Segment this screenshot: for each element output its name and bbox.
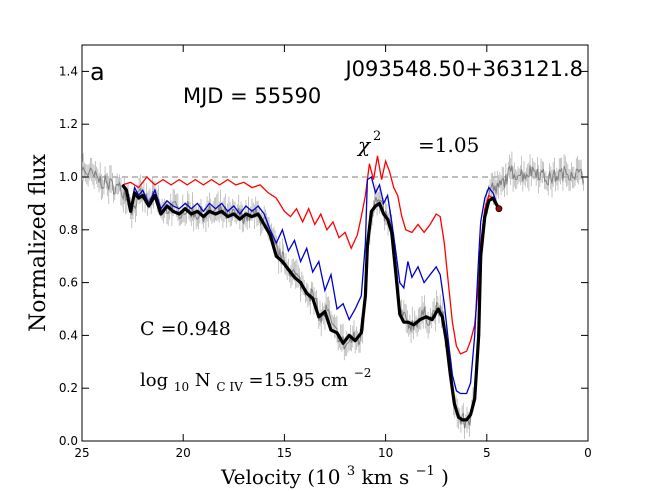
coverage-label: C =0.948	[140, 318, 231, 340]
cd-n-subscript: C IV	[216, 380, 243, 394]
chi2-value: =1.05	[418, 133, 479, 157]
black-fit-line	[121, 183, 501, 422]
blue-model-line	[121, 175, 500, 395]
fit-endpoint-marker	[495, 205, 503, 213]
y-tick-label: 0.4	[59, 328, 78, 342]
cd-log-subscript: 10	[174, 380, 189, 394]
xlabel-main: Velocity (10	[220, 465, 340, 489]
cd-exponent: −2	[354, 366, 372, 380]
x-tick-label: 5	[483, 446, 491, 460]
tick-layer: 25 20 15 10 5 0 0.0 0.2 0.4 0.6 0.8 1.0 1.2 1.4	[59, 45, 592, 460]
x-tick-label: 20	[176, 446, 191, 460]
object-name: J093548.50+363121.8	[343, 57, 583, 81]
x-tick-label: 0	[584, 446, 592, 460]
series-layer	[82, 151, 584, 439]
observed-errorbars	[82, 151, 584, 439]
xlabel-exp2: −1	[416, 464, 435, 479]
y-tick-label: 0.6	[59, 276, 78, 290]
y-axis-label: Normalized flux	[26, 153, 51, 332]
mjd-label: MJD = 55590	[183, 84, 321, 108]
panel-label: a	[90, 58, 105, 86]
cd-n: N	[195, 370, 211, 391]
x-tick-label: 25	[74, 446, 89, 460]
y-tick-label: 1.2	[59, 117, 78, 131]
xlabel-middle: km s	[362, 465, 410, 489]
plot-frame	[81, 44, 589, 442]
cd-value: =15.95 cm	[249, 370, 348, 391]
red-model-line	[122, 155, 500, 355]
y-tick-label: 1.4	[59, 64, 78, 78]
xlabel-exp1: 3	[347, 464, 355, 479]
y-tick-label: 1.0	[59, 170, 78, 184]
cd-log: log	[140, 370, 168, 391]
observed-spectrum-line	[82, 165, 584, 429]
x-tick-label: 10	[378, 446, 393, 460]
chi2-symbol: χ	[356, 133, 372, 157]
x-tick-label: 15	[277, 446, 292, 460]
chi2-exponent: 2	[373, 129, 381, 144]
column-density-label: log 10 N C IV =15.95 cm −2	[140, 366, 371, 396]
x-axis-label: Velocity (10 3 km s −1 )	[220, 456, 449, 489]
y-tick-label: 0.8	[59, 223, 78, 237]
y-tick-label: 0.2	[59, 381, 78, 395]
y-tick-label: 0.0	[59, 434, 78, 448]
xlabel-end: )	[441, 465, 449, 489]
